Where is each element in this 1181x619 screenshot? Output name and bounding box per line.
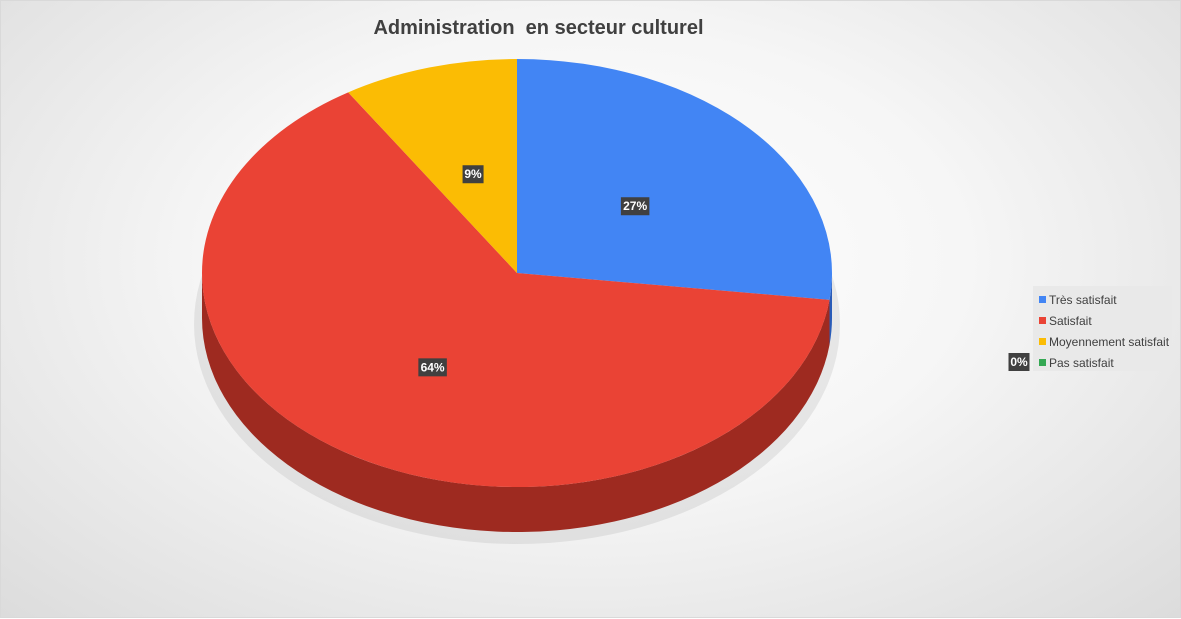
legend-label: Très satisfait — [1049, 292, 1117, 307]
svg-text:27%: 27% — [623, 199, 647, 213]
legend-swatch — [1039, 338, 1046, 345]
chart-title: Administration en secteur culturel — [373, 17, 704, 39]
pie-slice-side-0 — [829, 273, 833, 345]
legend-label: Pas satisfait — [1049, 355, 1114, 370]
data-label-0: 27% — [620, 197, 650, 216]
svg-text:9%: 9% — [464, 167, 482, 181]
legend-label: Moyennement satisfait — [1049, 334, 1170, 349]
legend-item: Pas satisfait — [1039, 352, 1172, 373]
pie-slice-1[interactable] — [201, 92, 830, 488]
pie-slice-side-1 — [202, 273, 830, 533]
svg-text:64%: 64% — [421, 360, 445, 374]
legend-item: Satisfait — [1039, 310, 1172, 331]
chart-legend: Très satisfait Satisfait Moyennement satis… — [1033, 286, 1172, 371]
pie-slice-2[interactable] — [348, 59, 517, 273]
legend-swatch — [1039, 317, 1046, 324]
legend-item: Très satisfait — [1039, 289, 1172, 310]
legend-swatch — [1039, 359, 1046, 366]
legend-label: Satisfait — [1049, 313, 1092, 328]
legend-swatch — [1039, 296, 1046, 303]
pie-slice-0[interactable] — [517, 59, 832, 300]
legend-item: Moyennement satisfait — [1039, 331, 1172, 352]
data-label-1: 64% — [418, 358, 447, 377]
data-label-2: 9% — [462, 165, 484, 184]
svg-text:0%: 0% — [1010, 355, 1028, 369]
data-label-3: 0% — [1008, 353, 1030, 371]
